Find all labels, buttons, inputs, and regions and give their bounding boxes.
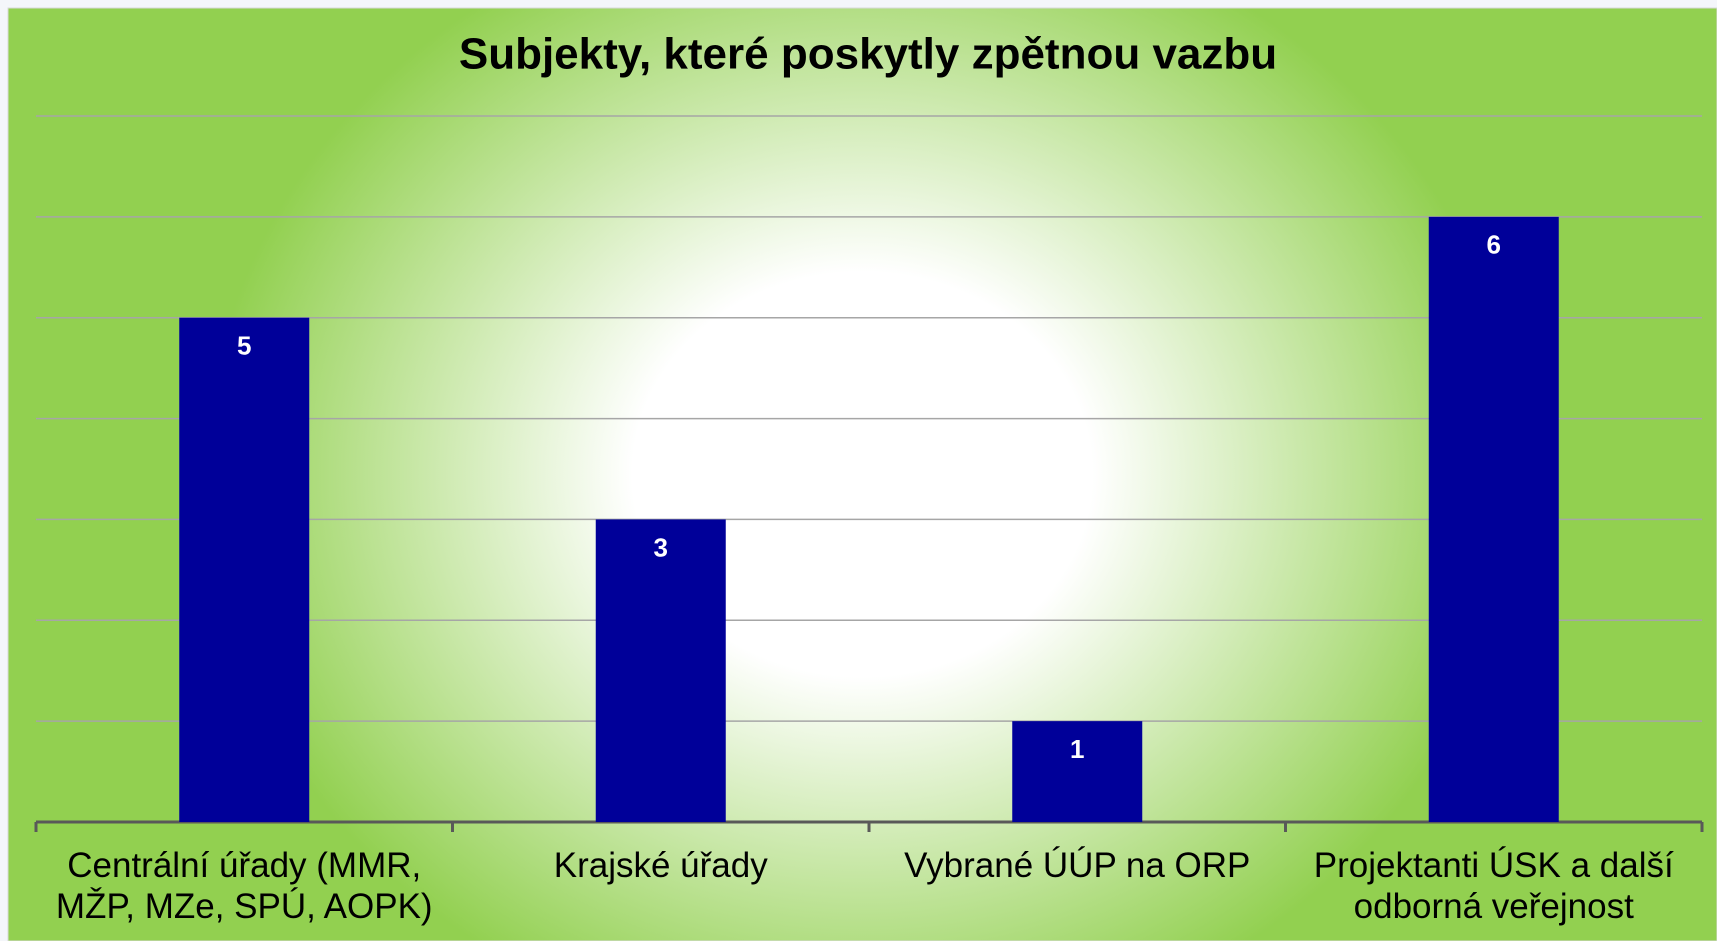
bar <box>1012 721 1143 822</box>
bar <box>595 519 726 822</box>
data-label: 5 <box>237 331 251 361</box>
chart-title: Subjekty, které poskytly zpětnou vazbu <box>459 30 1277 79</box>
data-label: 3 <box>654 532 668 562</box>
x-tick-label: Centrální úřady (MMR, MŽP, MZe, SPÚ, AOPK… <box>56 846 433 926</box>
x-tick-label: Krajské úřady <box>554 846 768 885</box>
data-label: 6 <box>1487 230 1501 260</box>
bar <box>1428 216 1559 822</box>
x-tick-label: Projektanti ÚSK a další odborná veřejnost <box>1314 846 1674 926</box>
data-label: 1 <box>1070 734 1084 764</box>
x-tick-label: Vybrané ÚÚP na ORP <box>904 846 1250 885</box>
bar <box>179 317 310 822</box>
